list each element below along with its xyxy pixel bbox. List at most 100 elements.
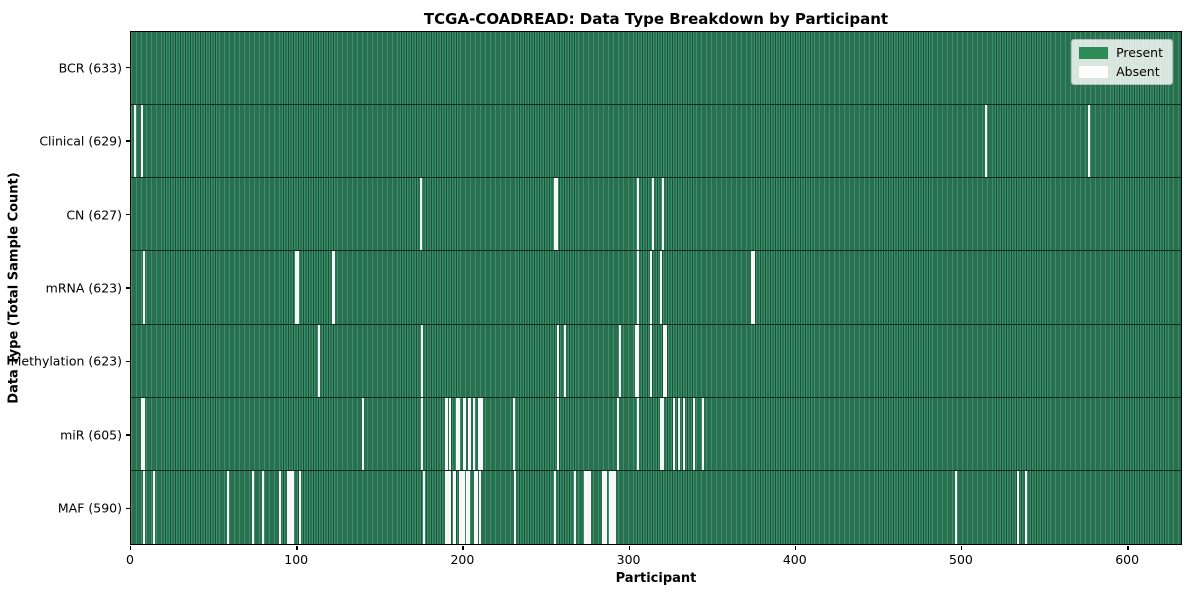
absent-stripe bbox=[421, 324, 424, 397]
x-tick-label: 0 bbox=[126, 552, 134, 567]
x-tick-mark bbox=[960, 546, 963, 550]
absent-stripe bbox=[1025, 470, 1028, 544]
legend-swatch-icon bbox=[1079, 46, 1109, 59]
x-tick-mark bbox=[794, 546, 797, 550]
absent-stripe bbox=[459, 470, 462, 544]
y-tick-mark bbox=[126, 140, 130, 142]
absent-stripe bbox=[134, 105, 137, 178]
legend-label: Present bbox=[1116, 45, 1163, 60]
absent-stripe bbox=[278, 470, 281, 544]
y-tick-mark bbox=[126, 67, 130, 69]
absent-stripe bbox=[479, 397, 482, 470]
absent-stripe bbox=[650, 324, 653, 397]
absent-stripe bbox=[618, 324, 621, 397]
absent-stripe bbox=[479, 470, 482, 544]
absent-stripe bbox=[635, 324, 638, 397]
chart-title: TCGA-COADREAD: Data Type Breakdown by Pa… bbox=[423, 10, 889, 28]
absent-stripe bbox=[467, 470, 470, 544]
x-tick-label: 400 bbox=[782, 552, 807, 567]
absent-stripe bbox=[1088, 105, 1091, 178]
absent-stripe bbox=[663, 324, 666, 397]
absent-stripe bbox=[419, 178, 422, 251]
absent-stripe bbox=[557, 397, 560, 470]
absent-stripe bbox=[477, 397, 480, 470]
absent-stripe bbox=[661, 397, 664, 470]
absent-stripe bbox=[361, 397, 364, 470]
absent-stripe bbox=[288, 470, 291, 544]
y-tick-mark bbox=[126, 213, 130, 216]
x-tick-label: 600 bbox=[1115, 552, 1140, 567]
absent-stripe bbox=[140, 397, 143, 470]
absent-stripe bbox=[444, 397, 447, 470]
absent-stripe bbox=[673, 397, 676, 470]
absent-stripe bbox=[636, 178, 639, 251]
legend-label: Absent bbox=[1116, 64, 1160, 79]
y-tick-label: mRNA (623) bbox=[45, 280, 122, 296]
absent-stripe bbox=[1016, 470, 1019, 544]
y-tick-label: miR (605) bbox=[60, 427, 122, 443]
y-tick-mark bbox=[126, 434, 130, 436]
x-tick-mark bbox=[130, 546, 132, 550]
absent-stripe bbox=[286, 470, 289, 544]
absent-stripe bbox=[636, 251, 639, 324]
absent-stripe bbox=[291, 470, 294, 544]
x-tick-label: 500 bbox=[949, 552, 973, 567]
heatmap-row-bcr bbox=[131, 32, 1181, 106]
y-tick-mark bbox=[126, 360, 130, 363]
absent-stripe bbox=[472, 397, 475, 470]
heatmap-row-mrna bbox=[131, 251, 1181, 325]
absent-stripe bbox=[585, 470, 588, 544]
absent-stripe bbox=[464, 397, 467, 470]
absent-stripe bbox=[290, 470, 293, 544]
absent-stripe bbox=[617, 397, 620, 470]
x-axis-label: Participant bbox=[615, 571, 697, 586]
absent-stripe bbox=[636, 397, 639, 470]
absent-stripe bbox=[553, 178, 556, 251]
absent-stripe bbox=[462, 397, 465, 470]
plot-area: Present Absent bbox=[130, 31, 1182, 545]
absent-stripe bbox=[693, 397, 696, 470]
absent-stripe bbox=[588, 470, 591, 544]
absent-stripe bbox=[422, 470, 425, 544]
absent-stripe bbox=[142, 470, 145, 544]
heatmap-row-maf bbox=[131, 470, 1181, 544]
absent-stripe bbox=[469, 397, 472, 470]
absent-stripe bbox=[461, 470, 464, 544]
heatmap-row-cn bbox=[131, 178, 1181, 252]
absent-stripe bbox=[466, 470, 469, 544]
x-tick-mark bbox=[296, 546, 298, 550]
absent-stripe bbox=[421, 397, 424, 470]
absent-stripe bbox=[587, 470, 590, 544]
absent-stripe bbox=[140, 105, 143, 178]
absent-stripe bbox=[452, 470, 455, 544]
x-tick-mark bbox=[462, 546, 464, 550]
absent-stripe bbox=[985, 105, 988, 178]
y-axis-label: Data Type (Total Sample Count) bbox=[6, 172, 22, 404]
absent-stripe bbox=[446, 397, 449, 470]
y-tick-mark bbox=[126, 287, 130, 289]
absent-stripe bbox=[555, 178, 558, 251]
absent-stripe bbox=[227, 470, 230, 544]
absent-stripe bbox=[636, 324, 639, 397]
absent-stripe bbox=[751, 251, 754, 324]
absent-stripe bbox=[651, 178, 654, 251]
absent-stripe bbox=[447, 470, 450, 544]
legend: Present Absent bbox=[1071, 39, 1173, 85]
absent-stripe bbox=[474, 470, 477, 544]
y-tick-label: MAF (590) bbox=[57, 500, 122, 516]
absent-stripe bbox=[660, 251, 663, 324]
absent-stripe bbox=[476, 470, 479, 544]
absent-stripe bbox=[613, 470, 616, 544]
absent-stripe bbox=[683, 397, 686, 470]
absent-stripe bbox=[446, 470, 449, 544]
heatmap-row-mir bbox=[131, 397, 1181, 471]
absent-stripe bbox=[514, 470, 517, 544]
absent-stripe bbox=[296, 251, 299, 324]
absent-stripe bbox=[553, 470, 556, 544]
absent-stripe bbox=[610, 470, 613, 544]
absent-stripe bbox=[660, 397, 663, 470]
absent-stripe bbox=[557, 324, 560, 397]
absent-stripe bbox=[605, 470, 608, 544]
absent-stripe bbox=[454, 470, 457, 544]
